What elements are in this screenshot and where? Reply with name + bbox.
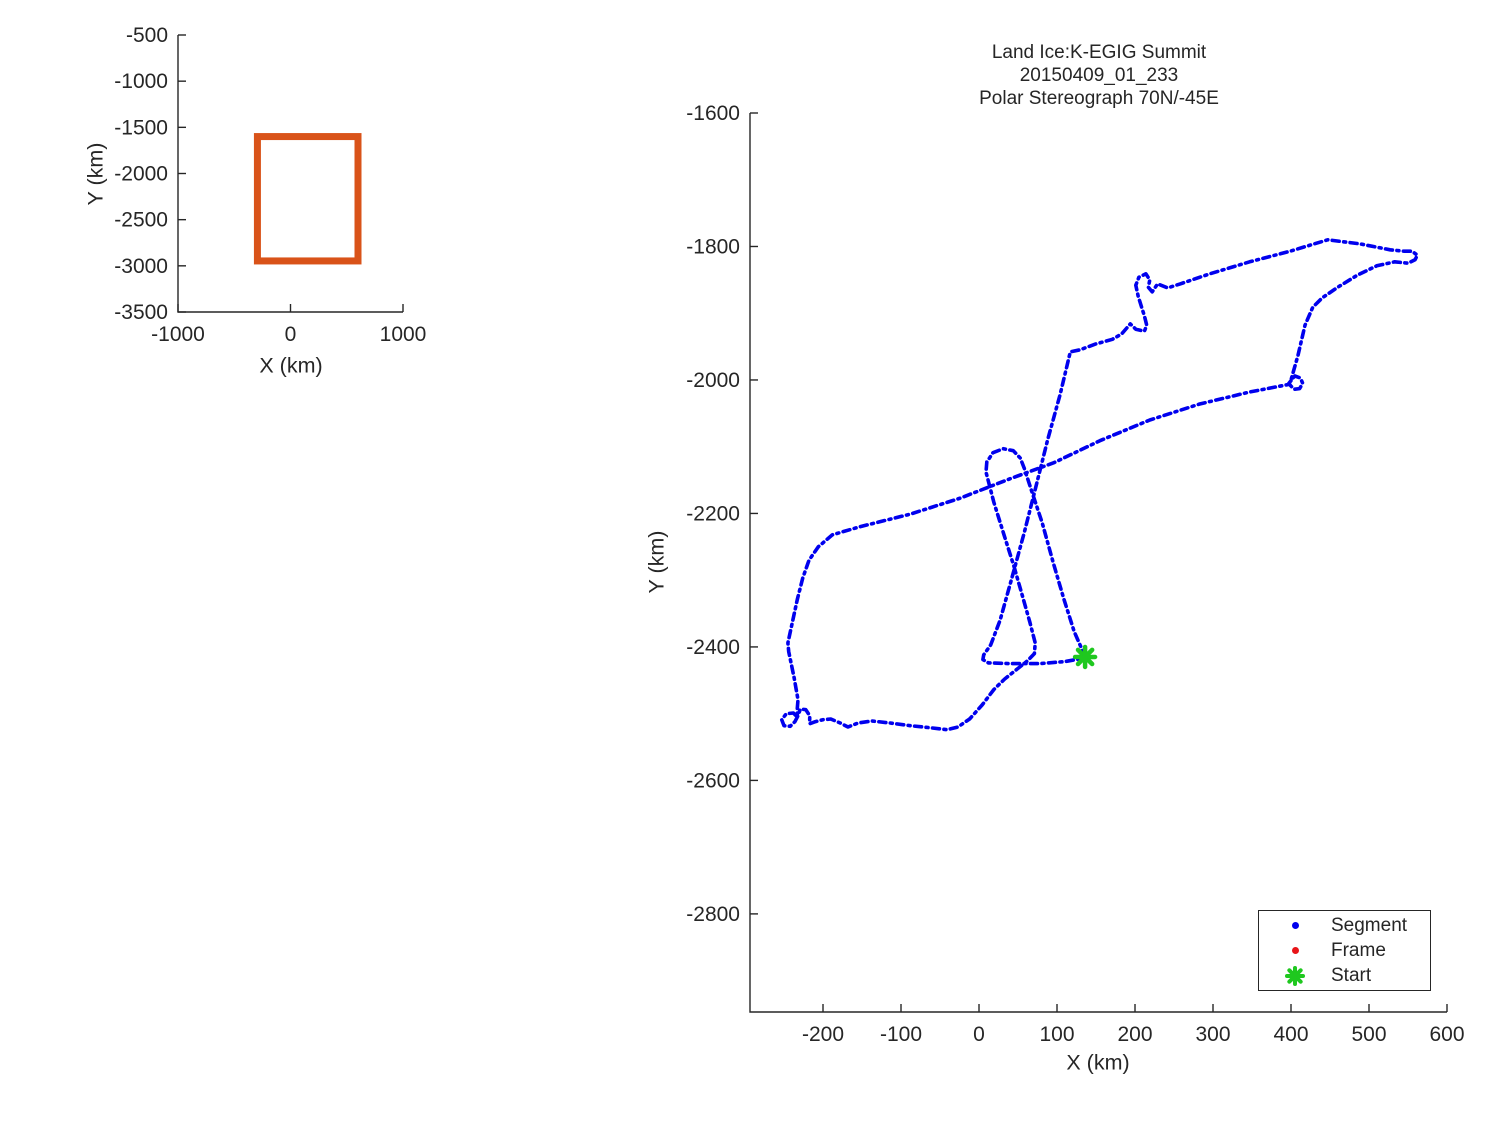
start-star-glyph — [1285, 965, 1305, 986]
flight-track-ytick-label: -1800 — [686, 235, 740, 258]
main-title: Land Ice:K-EGIG Summit 20150409_01_233 P… — [750, 41, 1448, 110]
flight-track-ytick-label: -2600 — [686, 769, 740, 792]
start-star-icon — [1285, 965, 1305, 986]
flight-track-xtick-label: 500 — [1351, 1023, 1386, 1046]
flight-track-ytick-label: -2000 — [686, 369, 740, 392]
flight-track-ytick-label: -2400 — [686, 636, 740, 659]
overview-ytick-label: -2500 — [114, 209, 168, 232]
overview-ytick-label: -3500 — [114, 301, 168, 324]
legend-item-segment: Segment — [1259, 914, 1430, 938]
main-xaxis-label: X (km) — [1066, 1050, 1130, 1075]
overview-yaxis-label: Y (km) — [83, 142, 108, 206]
overview-ytick-label: -3000 — [114, 255, 168, 278]
legend-label-frame: Frame — [1331, 939, 1386, 961]
title-line-3: Polar Stereograph 70N/-45E — [979, 88, 1219, 109]
legend-item-frame: Frame — [1259, 939, 1430, 963]
flight-track-ytick-label: -2200 — [686, 502, 740, 525]
title-line-2: 20150409_01_233 — [1019, 65, 1179, 86]
legend: Segment Frame Start — [1258, 910, 1431, 991]
overview-ytick-label: -1500 — [114, 116, 168, 139]
segment-track — [779, 238, 1420, 732]
overview-xtick-label: 1000 — [380, 323, 427, 346]
flight-track-xtick-label: 600 — [1429, 1023, 1464, 1046]
flight-track-xtick-label: -100 — [880, 1023, 922, 1046]
flight-track-xtick-label: 0 — [973, 1023, 985, 1046]
flight-track-ticks: -200 -100 0 100 200 300 400 500 600 -1600 -1800 -20… — [686, 102, 1464, 1046]
flight-track-xtick-label: 200 — [1117, 1023, 1152, 1046]
overview-axes-spines — [177, 35, 403, 313]
segment-dot-icon — [1291, 922, 1299, 929]
flight-track-xtick-label: 400 — [1273, 1023, 1308, 1046]
flight-track-xtick-label: 300 — [1195, 1023, 1230, 1046]
overview-ytick-label: -1000 — [114, 70, 168, 93]
overview-plot: -1000 0 1000 -500 -1000 -1500 -2000 -2500 -3000 -… — [114, 24, 426, 346]
legend-label-start: Start — [1331, 964, 1372, 986]
title-line-1: Land Ice:K-EGIG Summit — [991, 42, 1207, 63]
flight-track-xtick-label: 100 — [1039, 1023, 1074, 1046]
frame-dot-icon — [1291, 947, 1299, 954]
overview-xtick-label: 0 — [285, 323, 297, 346]
legend-label-segment: Segment — [1331, 914, 1408, 936]
main-yaxis-label: Y (km) — [644, 530, 669, 594]
flight-track-xtick-label: -200 — [802, 1023, 844, 1046]
legend-item-start: Start — [1259, 964, 1430, 988]
overview-xaxis-label: X (km) — [259, 353, 323, 378]
flight-track-plot: -200 -100 0 100 200 300 400 500 600 -1600 -1800 -20… — [686, 102, 1464, 1046]
coverage-box — [253, 133, 362, 265]
flight-track-ytick-label: -2800 — [686, 903, 740, 926]
overview-xtick-label: -1000 — [151, 323, 205, 346]
overview-ytick-label: -500 — [126, 24, 168, 47]
overview-ytick-label: -2000 — [114, 163, 168, 186]
flight-track-axes-spines — [749, 113, 1447, 1013]
overview-ticks: -1000 0 1000 -500 -1000 -1500 -2000 -2500 -3000 -… — [114, 24, 426, 346]
flight-track-ytick-label: -1600 — [686, 102, 740, 125]
start-marker — [1072, 644, 1098, 670]
